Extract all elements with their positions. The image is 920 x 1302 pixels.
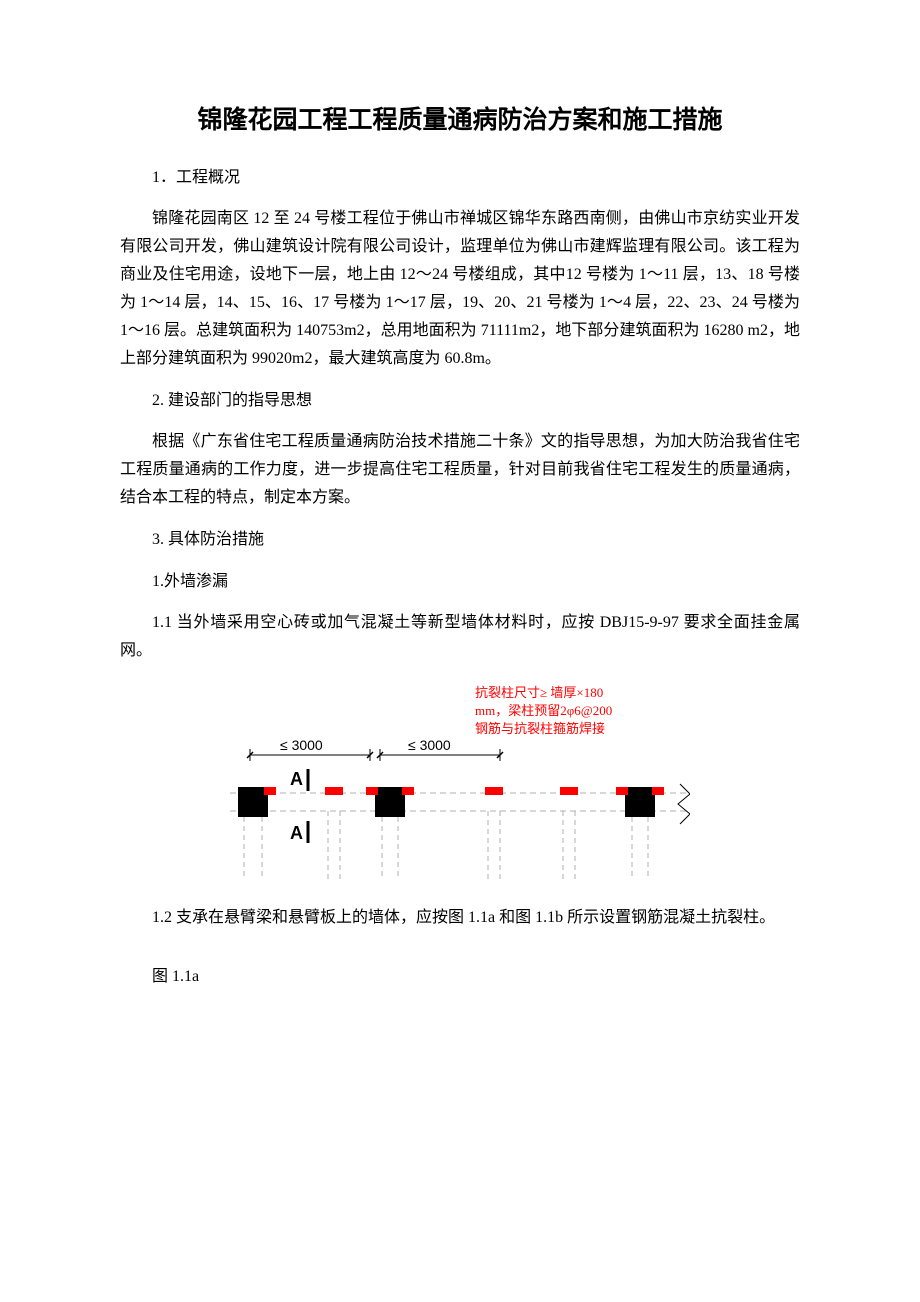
document-title: 锦隆花园工程工程质量通病防治方案和施工措施	[120, 100, 800, 136]
diagram-annotation-line2: mm，梁柱预留2φ6@200	[475, 703, 612, 718]
dim-label-1: ≤ 3000	[280, 737, 323, 753]
section-label-top: A	[290, 769, 303, 789]
diagram-svg: 抗裂柱尺寸≥ 墙厚×180 mm，梁柱预留2φ6@200 钢筋与抗裂柱箍筋焊接 …	[230, 679, 690, 879]
section-3-heading: 3. 具体防治措施	[120, 526, 800, 553]
section-2-heading: 2. 建设部门的指导思想	[120, 387, 800, 414]
section-label-bottom: A	[290, 823, 303, 843]
section-3-1-1: 1.1 当外墙采用空心砖或加气混凝土等新型墙体材料时，应按 DBJ15-9-97…	[120, 609, 800, 665]
section-2-body: 根据《广东省住宅工程质量通病防治技术措施二十条》文的指导思想，为加大防治我省住宅…	[120, 428, 800, 512]
section-3-sub1: 1.外墙渗漏	[120, 568, 800, 595]
diagram-annotation-line3: 钢筋与抗裂柱箍筋焊接	[475, 721, 605, 736]
section-1-heading: 1．工程概况	[120, 164, 800, 191]
section-3-1-2: 1.2 支承在悬臂梁和悬臂板上的墙体，应按图 1.1a 和图 1.1b 所示设置…	[120, 904, 800, 932]
figure-label-1-1a: 图 1.1a	[120, 962, 800, 986]
structural-diagram: 抗裂柱尺寸≥ 墙厚×180 mm，梁柱预留2φ6@200 钢筋与抗裂柱箍筋焊接 …	[230, 679, 690, 884]
section-1-body: 锦隆花园南区 12 至 24 号楼工程位于佛山市禅城区锦华东路西南侧，由佛山市京…	[120, 205, 800, 373]
diagram-annotation-line1: 抗裂柱尺寸≥ 墙厚×180	[475, 685, 603, 700]
dim-label-2: ≤ 3000	[408, 737, 451, 753]
